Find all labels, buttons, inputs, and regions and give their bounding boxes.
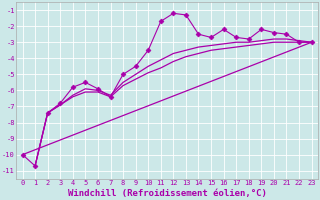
- X-axis label: Windchill (Refroidissement éolien,°C): Windchill (Refroidissement éolien,°C): [68, 189, 267, 198]
